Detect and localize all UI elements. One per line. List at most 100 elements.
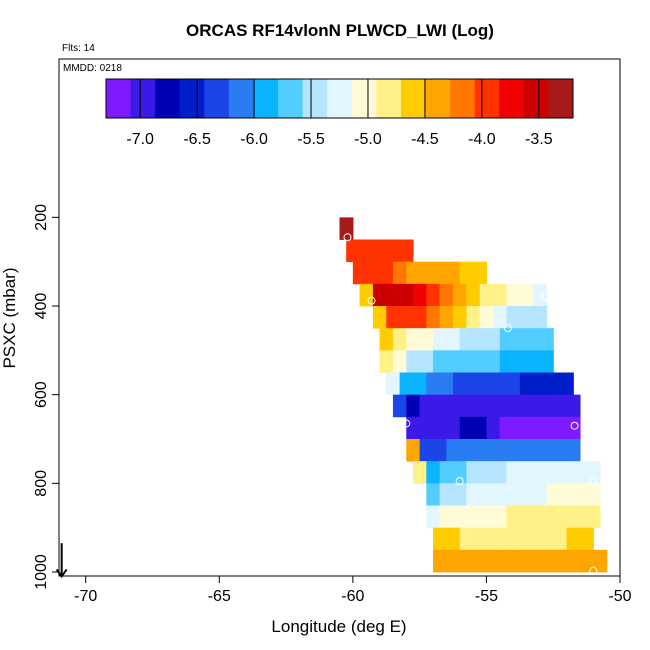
heatmap-cell	[559, 372, 574, 396]
heatmap-cell	[486, 549, 501, 573]
flight-marker	[589, 477, 598, 486]
heatmap-cell	[399, 239, 414, 263]
flight-marker	[455, 477, 464, 486]
heatmap-cell	[459, 416, 474, 440]
colorbar-swatch	[204, 79, 230, 118]
heatmap-cell	[539, 549, 554, 573]
heatmap-cell	[506, 483, 521, 506]
heatmap-cell	[539, 328, 554, 351]
heatmap-cell	[446, 394, 461, 418]
heatmap-cell	[386, 306, 401, 329]
colorbar-swatch	[351, 79, 377, 118]
flight-marker	[402, 419, 411, 428]
flight-marker	[367, 296, 376, 305]
heatmap-cell	[566, 416, 581, 440]
heatmap-cell	[473, 439, 488, 462]
heatmap-cell	[466, 372, 481, 396]
x-tick-label: -65	[208, 588, 231, 605]
flight-marker	[423, 568, 432, 576]
heatmap-cell	[513, 328, 528, 351]
heatmap-cell	[506, 461, 521, 484]
heatmap-cell	[372, 239, 387, 263]
heatmap-cell	[539, 527, 554, 551]
heatmap-cell	[519, 461, 534, 484]
heatmap-cell	[446, 328, 461, 351]
heatmap-cell	[506, 306, 521, 329]
heatmap-cell	[386, 283, 401, 307]
colorbar-swatch	[253, 79, 279, 118]
colorbar-swatch	[179, 79, 205, 118]
heatmap-cell	[453, 505, 467, 529]
direction-arrow	[55, 543, 68, 579]
heatmap-cell	[379, 261, 394, 285]
heatmap-cell	[586, 483, 601, 506]
heatmap-cell	[392, 350, 407, 373]
heatmap-cell	[419, 261, 434, 285]
colorbar-swatch	[302, 79, 328, 118]
colorbar-swatch	[130, 79, 156, 118]
flight-marker	[410, 494, 419, 503]
heatmap-cell	[573, 461, 588, 484]
colorbar-swatch	[155, 79, 181, 118]
y-tick-label: 1000	[33, 554, 50, 590]
colorbar-tick-label: -4.5	[411, 131, 439, 148]
heatmap-cell	[553, 394, 568, 418]
heatmap-cell	[493, 461, 508, 484]
flight-marker	[541, 292, 550, 301]
flight-marker	[589, 566, 598, 575]
colorbar-frame	[105, 78, 574, 119]
heatmap-cell	[466, 306, 481, 329]
heatmap-cell	[359, 283, 374, 307]
heatmap-cell	[546, 505, 561, 529]
heatmap-cell	[406, 328, 421, 351]
heatmap-cell	[466, 483, 481, 506]
heatmap-cell	[573, 505, 588, 529]
arrow-head	[55, 568, 68, 579]
heatmap-cell	[433, 328, 447, 351]
heatmap-cell	[566, 549, 581, 573]
heatmap-cell	[406, 394, 421, 418]
heatmap-cell	[586, 505, 601, 529]
heatmap-cell	[439, 372, 454, 396]
heatmap-cell	[526, 394, 541, 418]
heatmap-cell	[433, 527, 447, 551]
colorbar-swatch	[523, 79, 549, 118]
heatmap-cell	[433, 439, 447, 462]
heatmap-cell	[486, 394, 501, 418]
heatmap-cell	[499, 394, 514, 418]
heatmap-cell	[499, 416, 514, 440]
heatmap-cell	[386, 239, 401, 263]
heatmap-cell	[439, 283, 454, 307]
heatmap-cell	[372, 283, 387, 307]
heatmap-cell	[553, 416, 568, 440]
heatmap-cell	[379, 350, 394, 373]
heatmap-cell	[473, 416, 488, 440]
heatmap-cell	[479, 372, 494, 396]
heatmap-cell	[533, 306, 548, 329]
colorbar-tick-label: -7.0	[126, 131, 154, 148]
heatmap-cell	[433, 549, 447, 573]
heatmap-cell	[453, 372, 467, 396]
heatmap-cell	[439, 483, 454, 506]
heatmap-cell	[366, 261, 381, 285]
flight-marker	[570, 421, 579, 430]
heatmap-cell	[419, 439, 434, 462]
heatmap-cell	[412, 306, 427, 329]
heatmap-cell	[499, 549, 514, 573]
colorbar-swatch	[106, 79, 132, 118]
x-axis-label: Longitude (deg E)	[271, 617, 406, 636]
heatmap-cell	[566, 439, 581, 462]
heatmap-cell	[453, 283, 467, 307]
heatmap-cell	[399, 372, 414, 396]
heatmap-cell	[379, 328, 394, 351]
heatmap-cell	[479, 505, 494, 529]
heatmap-cell	[459, 394, 474, 418]
heatmap-cell	[519, 306, 534, 329]
heatmap-cell	[479, 483, 494, 506]
heatmap-cell	[533, 283, 548, 307]
heatmap-cell	[453, 461, 467, 484]
heatmap-cell	[486, 328, 501, 351]
heatmap-cell	[412, 372, 427, 396]
heatmap-cell	[459, 328, 474, 351]
